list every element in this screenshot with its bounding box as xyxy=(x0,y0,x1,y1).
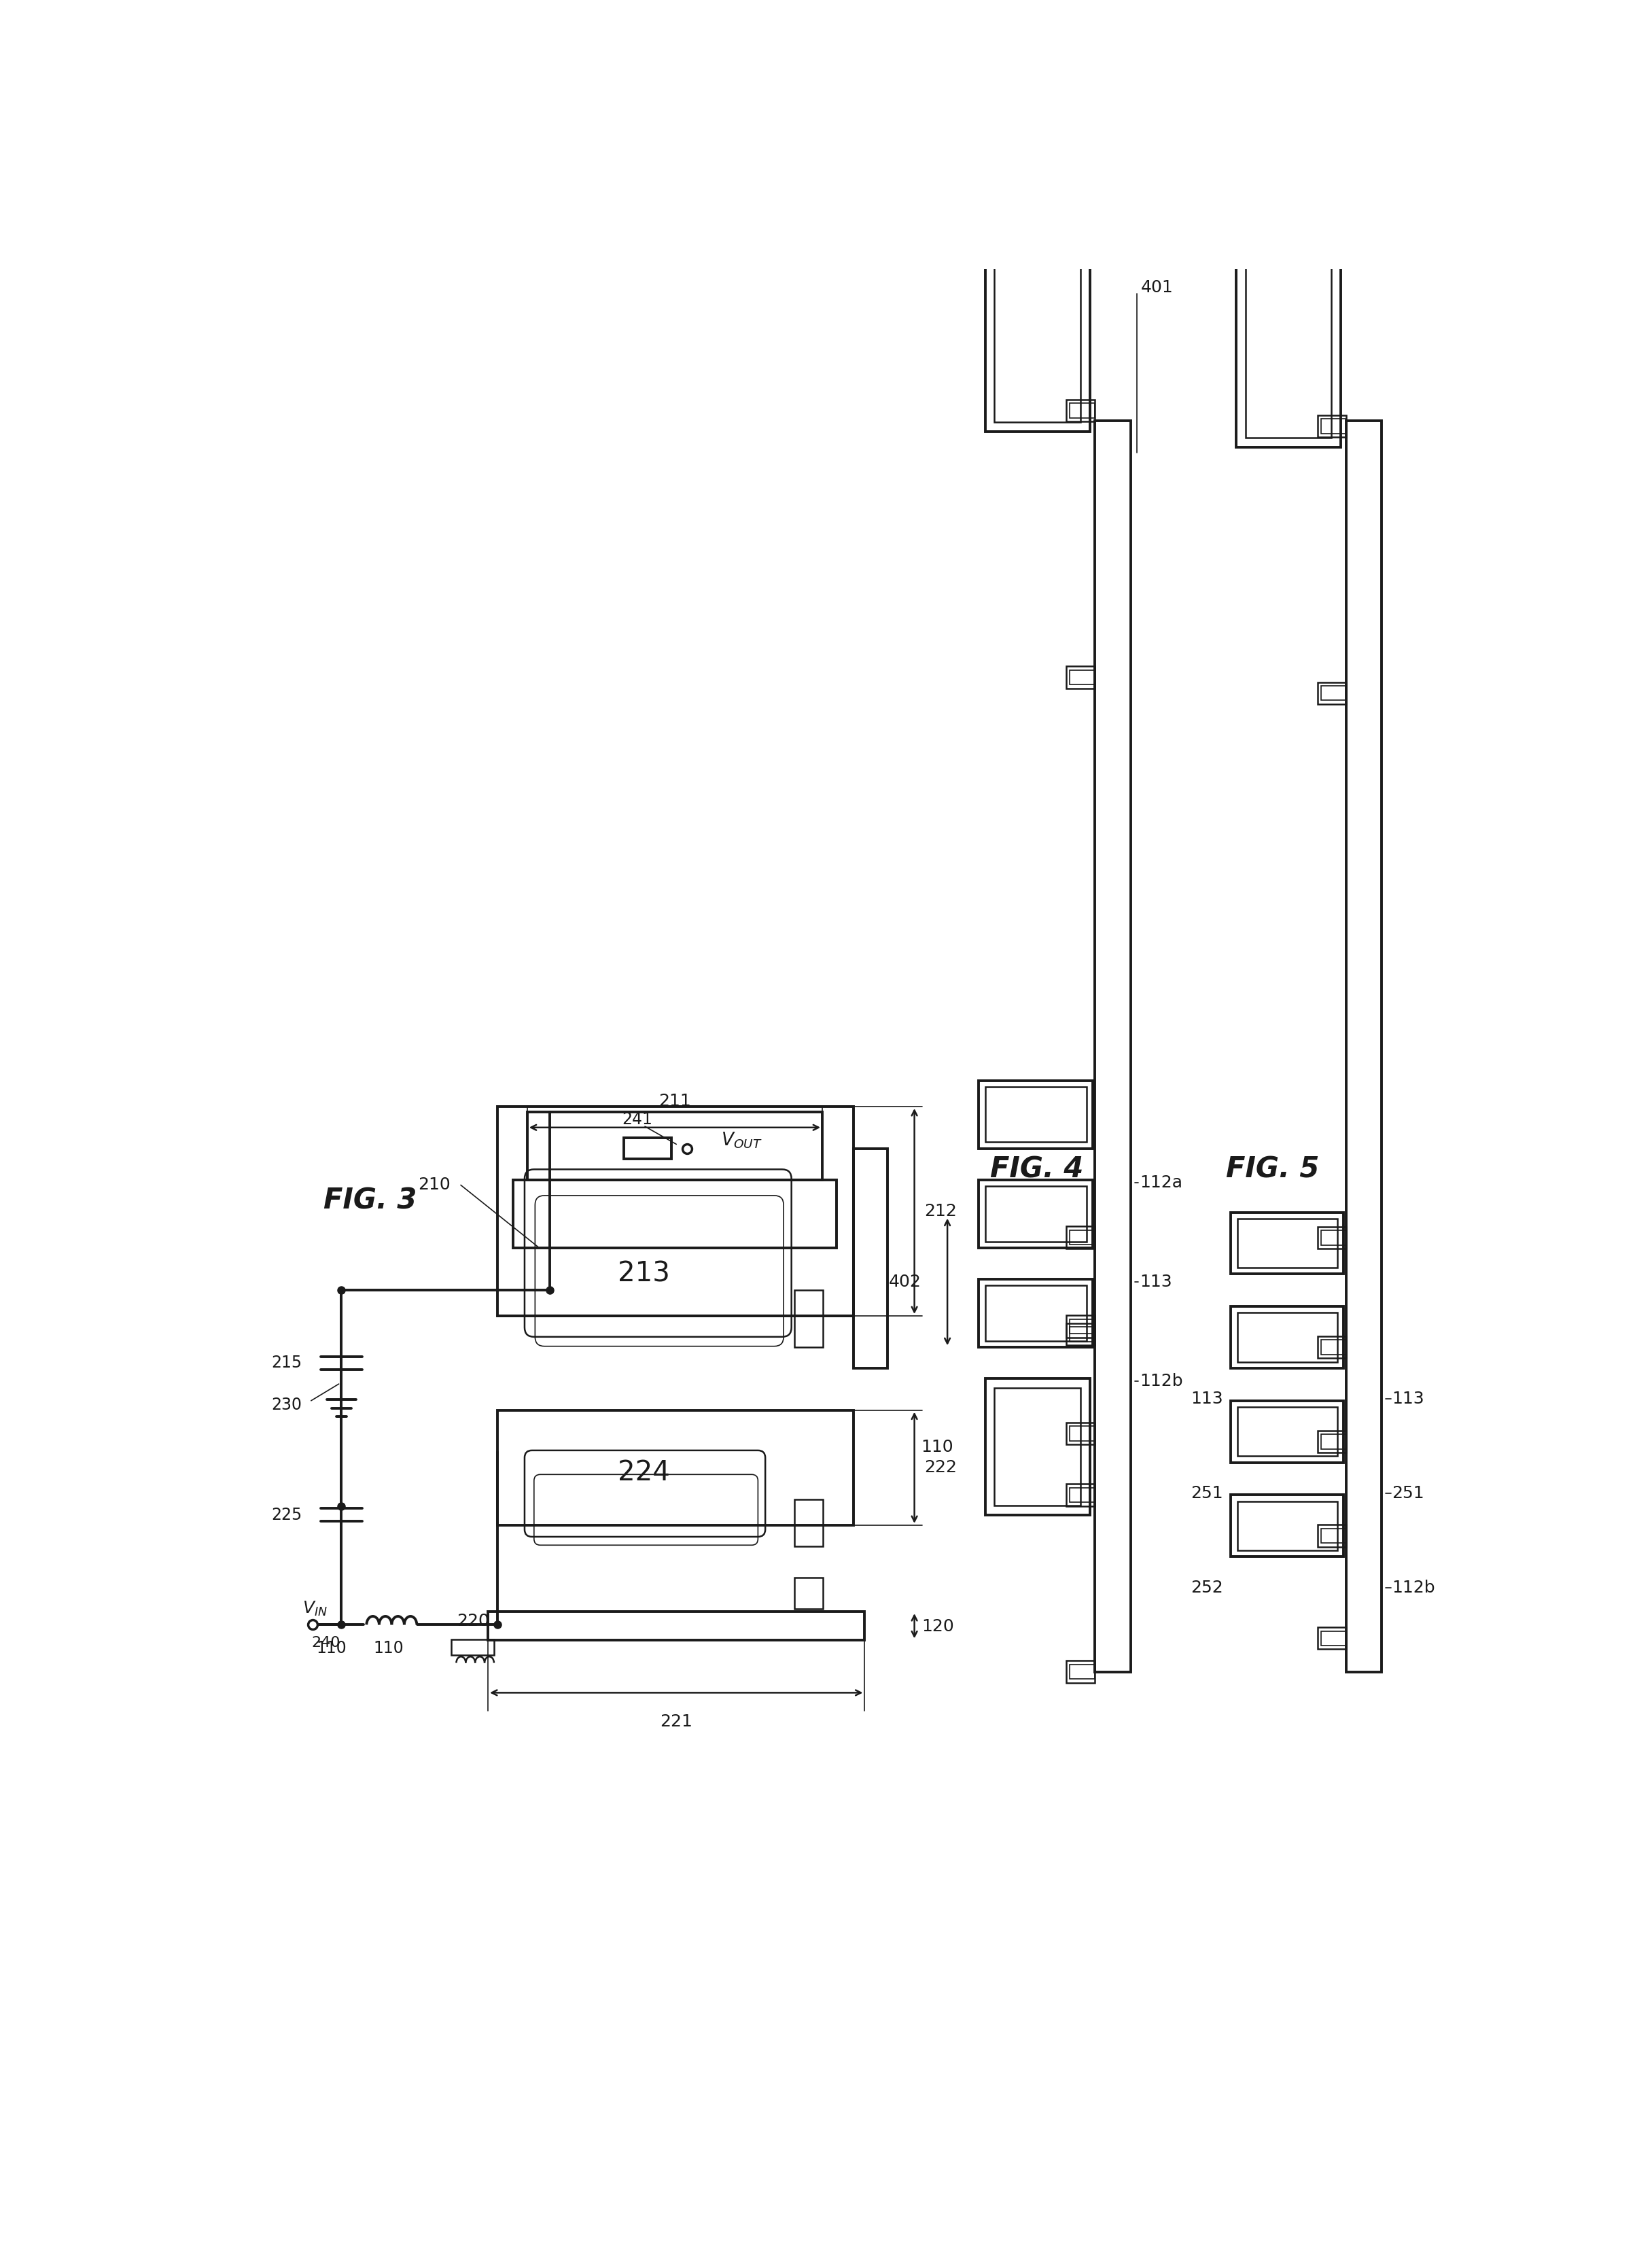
Bar xyxy=(1095,422,1130,1671)
Text: FIG. 5: FIG. 5 xyxy=(1226,1155,1318,1184)
Bar xyxy=(497,1106,852,1317)
Bar xyxy=(1066,1660,1095,1682)
Text: 120: 120 xyxy=(922,1617,955,1635)
Text: 113: 113 xyxy=(1191,1391,1222,1406)
Text: FIG. 4: FIG. 4 xyxy=(990,1155,1084,1184)
Bar xyxy=(1066,1323,1095,1346)
Bar xyxy=(514,1180,836,1247)
Text: 220: 220 xyxy=(456,1613,489,1628)
Text: 211: 211 xyxy=(659,1092,691,1110)
Bar xyxy=(1346,422,1381,1671)
Text: FIG. 3: FIG. 3 xyxy=(324,1187,416,1216)
Bar xyxy=(1070,1319,1095,1335)
Text: 112b: 112b xyxy=(1140,1373,1183,1388)
Text: 241: 241 xyxy=(621,1113,653,1128)
Bar xyxy=(995,215,1080,422)
Bar xyxy=(1070,671,1095,684)
Text: 113: 113 xyxy=(1140,1274,1173,1290)
Bar xyxy=(527,1113,823,1180)
Text: 225: 225 xyxy=(271,1507,302,1523)
Text: 240: 240 xyxy=(311,1635,340,1651)
Bar xyxy=(985,1379,1090,1514)
Text: 110: 110 xyxy=(373,1640,403,1655)
Text: 222: 222 xyxy=(923,1460,957,1476)
Text: $V_{IN}$: $V_{IN}$ xyxy=(302,1599,327,1617)
Bar xyxy=(852,1148,887,1368)
Bar xyxy=(451,1640,494,1655)
Bar xyxy=(1231,1494,1343,1557)
Bar xyxy=(1322,1339,1346,1355)
Bar xyxy=(1066,1422,1095,1444)
Bar xyxy=(1070,1664,1095,1680)
Text: 251: 251 xyxy=(1393,1485,1424,1501)
Bar xyxy=(1322,686,1346,700)
Bar xyxy=(1231,1211,1343,1274)
Bar xyxy=(1231,1305,1343,1368)
Text: 251: 251 xyxy=(1191,1485,1222,1501)
Bar xyxy=(978,1081,1094,1148)
Text: 210: 210 xyxy=(418,1178,451,1193)
Bar xyxy=(1066,666,1095,689)
Bar xyxy=(1070,1328,1095,1341)
Text: 252: 252 xyxy=(1191,1579,1222,1595)
Bar xyxy=(1066,399,1095,422)
Bar xyxy=(1317,1337,1346,1359)
Text: 215: 215 xyxy=(271,1355,302,1370)
Bar xyxy=(1237,1218,1336,1267)
Bar xyxy=(1066,1485,1095,1505)
Bar xyxy=(1322,1231,1346,1245)
Bar xyxy=(1066,1314,1095,1337)
Bar xyxy=(978,1180,1094,1247)
Bar xyxy=(1322,1631,1346,1646)
Text: 110: 110 xyxy=(922,1438,953,1456)
Bar xyxy=(795,1290,823,1348)
Bar xyxy=(624,1137,671,1160)
Bar xyxy=(1246,231,1332,437)
Bar xyxy=(995,1388,1080,1505)
Text: 110: 110 xyxy=(316,1640,347,1655)
Text: 212: 212 xyxy=(925,1202,957,1220)
Bar xyxy=(795,1577,823,1608)
Bar xyxy=(1066,1227,1095,1249)
Bar xyxy=(1317,1628,1346,1649)
Bar xyxy=(1231,1400,1343,1462)
Bar xyxy=(497,1411,852,1525)
Bar xyxy=(1322,419,1346,433)
Bar xyxy=(985,206,1090,431)
Bar xyxy=(1070,404,1095,417)
Bar xyxy=(985,1285,1087,1341)
Bar xyxy=(1322,1433,1346,1449)
Text: $V_{OUT}$: $V_{OUT}$ xyxy=(720,1130,762,1151)
Bar xyxy=(1317,1431,1346,1453)
Bar xyxy=(1237,1406,1336,1456)
Text: 402: 402 xyxy=(889,1274,922,1290)
Bar xyxy=(1237,1312,1336,1362)
Text: 112b: 112b xyxy=(1393,1579,1436,1595)
Text: 401: 401 xyxy=(1142,280,1173,296)
Bar xyxy=(795,1498,823,1545)
Bar xyxy=(985,1187,1087,1243)
Bar xyxy=(1236,222,1341,446)
Text: 221: 221 xyxy=(661,1714,692,1729)
Bar xyxy=(1070,1487,1095,1503)
Bar xyxy=(1317,1525,1346,1548)
Bar xyxy=(978,1279,1094,1348)
Text: 113: 113 xyxy=(1393,1391,1424,1406)
Bar xyxy=(487,1610,864,1640)
Text: 230: 230 xyxy=(271,1397,302,1413)
Bar xyxy=(985,1086,1087,1142)
Text: 224: 224 xyxy=(618,1460,671,1487)
Bar xyxy=(1317,415,1346,437)
Bar xyxy=(1317,1227,1346,1249)
Bar xyxy=(1070,1427,1095,1440)
Bar xyxy=(1237,1501,1336,1550)
Bar xyxy=(1322,1527,1346,1543)
Text: 213: 213 xyxy=(618,1261,671,1287)
Bar xyxy=(1317,682,1346,704)
Bar xyxy=(1070,1229,1095,1245)
Text: 112a: 112a xyxy=(1140,1175,1183,1191)
